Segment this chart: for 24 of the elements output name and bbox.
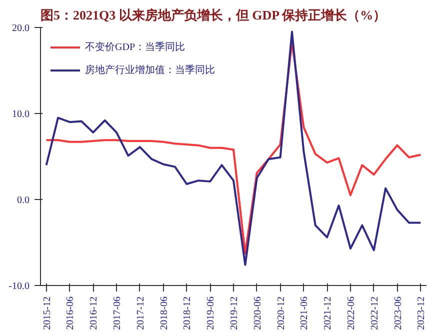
x-tick-label: 2017-06 bbox=[112, 296, 124, 330]
legend-label: 房地产行业增加值：当季同比 bbox=[85, 64, 215, 77]
x-tick-label: 2023-12 bbox=[416, 296, 428, 330]
y-tick-label: 0.0 bbox=[17, 195, 30, 206]
y-tick-label: 20.0 bbox=[12, 23, 30, 34]
x-tick-label: 2022-06 bbox=[346, 296, 357, 330]
x-tick-label: 2016-06 bbox=[65, 296, 76, 330]
x-tick-label: 2021-12 bbox=[322, 296, 334, 330]
x-tick-label: 2017-12 bbox=[135, 296, 146, 330]
x-tick-label: 2018-06 bbox=[158, 296, 170, 330]
chart-title: 图5：2021Q3 以来房地产负增长，但 GDP 保持正增长（%） bbox=[40, 8, 386, 22]
x-tick-label: 2019-12 bbox=[229, 296, 240, 330]
y-tick-label: 10.0 bbox=[12, 109, 30, 120]
x-tick-label: 2020-06 bbox=[252, 296, 264, 330]
x-tick-label: 2019-06 bbox=[206, 296, 217, 330]
x-tick-label: 2023-06 bbox=[392, 296, 404, 330]
x-tick-label: 2021-06 bbox=[299, 296, 310, 330]
x-tick-label: 2015-12 bbox=[42, 296, 53, 330]
x-tick-label: 2016-12 bbox=[88, 296, 100, 330]
y-tick-label: -10.0 bbox=[8, 281, 30, 292]
x-tick-label: 2018-12 bbox=[182, 296, 194, 330]
legend-label: 不变价GDP：当季同比 bbox=[85, 40, 186, 54]
x-tick-label: 2020-12 bbox=[276, 296, 287, 330]
x-tick-label: 2022-12 bbox=[369, 296, 380, 330]
